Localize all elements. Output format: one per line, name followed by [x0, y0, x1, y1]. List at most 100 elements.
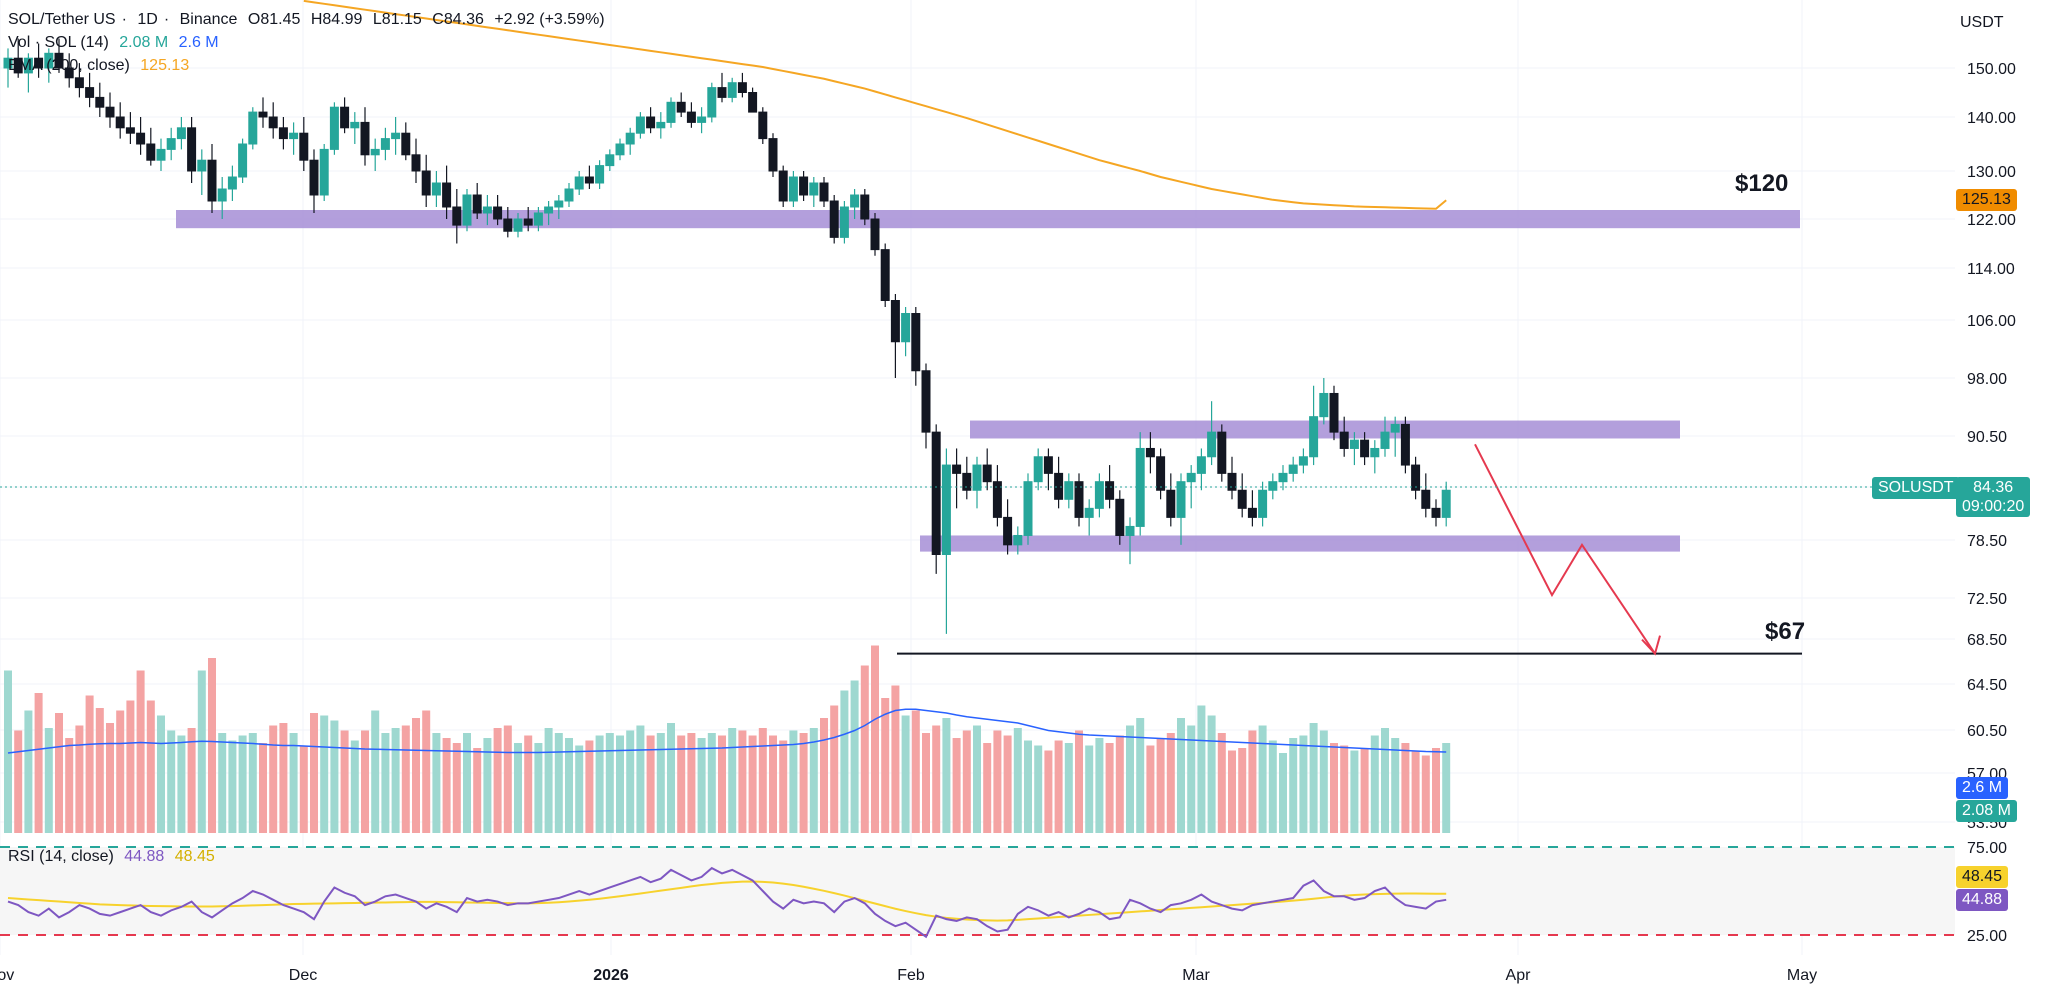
- candle-body: [595, 165, 605, 184]
- volume-bar: [44, 728, 53, 833]
- candle: [105, 92, 115, 128]
- time-tick-label: Dec: [289, 967, 317, 984]
- candle-body: [1145, 447, 1155, 458]
- candle: [1176, 473, 1186, 545]
- candle: [1033, 448, 1043, 491]
- volume-bar: [1360, 748, 1369, 833]
- volume-bar: [493, 728, 502, 833]
- candle: [493, 195, 503, 226]
- candle: [411, 138, 421, 183]
- volume-bar: [1085, 745, 1094, 833]
- candle: [74, 63, 84, 98]
- candle-body: [289, 132, 299, 140]
- candle-body: [1074, 481, 1084, 518]
- candle-body: [921, 370, 931, 433]
- candle-body: [727, 82, 737, 98]
- volume-bar: [524, 735, 533, 833]
- volume-bar: [116, 710, 125, 833]
- volume-bar: [350, 740, 359, 833]
- zone-upper-resistance: [176, 210, 1800, 229]
- candle: [503, 207, 513, 238]
- volume-bar: [1228, 750, 1236, 833]
- time-axis[interactable]: Nov Dec 2026 Feb Mar Apr May: [0, 967, 1817, 984]
- volume-bar: [1156, 738, 1165, 833]
- candle: [1084, 499, 1094, 536]
- candle-body: [941, 464, 951, 555]
- rsi-ma-tag: 48.45: [1956, 866, 2009, 888]
- volume-bar: [208, 658, 216, 833]
- volume-bar: [1330, 743, 1338, 833]
- volume-bar: [565, 738, 573, 833]
- candle-body: [788, 176, 798, 202]
- ema-label[interactable]: EMA (200, close): [8, 57, 130, 74]
- candle-body: [697, 116, 707, 123]
- candle: [595, 160, 605, 189]
- volume-bar: [361, 730, 369, 833]
- candle-body: [391, 132, 401, 140]
- volume-bar: [1289, 738, 1298, 833]
- candle: [217, 177, 227, 219]
- rsi-label[interactable]: RSI (14, close): [8, 848, 114, 865]
- volume-bar: [85, 695, 94, 833]
- volume-bar: [187, 728, 196, 833]
- candle-body: [686, 111, 696, 123]
- candle-body: [227, 176, 237, 190]
- candle: [278, 117, 288, 150]
- currency-label[interactable]: USDT: [1960, 14, 2004, 31]
- candle: [839, 201, 849, 244]
- candle: [64, 53, 74, 88]
- candle-body: [1094, 481, 1104, 509]
- interval-label[interactable]: 1D: [137, 11, 158, 28]
- candle-body: [34, 57, 44, 69]
- candle-body: [1043, 456, 1053, 474]
- volume-bar: [636, 725, 645, 833]
- volume-label[interactable]: Vol · SOL (14): [8, 34, 109, 51]
- candle: [146, 127, 156, 166]
- candle-body: [1237, 489, 1247, 509]
- candle-body: [442, 182, 452, 208]
- candle: [1125, 517, 1135, 565]
- rsi-value: 44.88: [124, 848, 165, 865]
- volume-bar: [1258, 725, 1267, 833]
- candle-body: [166, 138, 176, 150]
- candle: [737, 72, 747, 98]
- candle-body: [146, 143, 156, 161]
- candle-body: [95, 96, 105, 108]
- candle: [992, 465, 1002, 527]
- volume-bar: [248, 733, 257, 833]
- volume-bar: [891, 685, 900, 833]
- volume-bar: [1146, 745, 1155, 833]
- volume-bar: [697, 738, 706, 833]
- candle-body: [1166, 489, 1176, 518]
- candle-body: [217, 188, 227, 202]
- forecast-arrowhead: [1641, 635, 1661, 656]
- candle-body: [992, 481, 1002, 518]
- volume-value: 2.08 M: [119, 34, 169, 51]
- candle-body: [901, 313, 911, 343]
- candle: [1390, 416, 1400, 457]
- candle: [982, 448, 992, 491]
- candle-body: [1023, 481, 1033, 536]
- symbol-name[interactable]: SOL/Tether US: [8, 11, 116, 28]
- candle-body: [23, 57, 33, 74]
- candle: [207, 144, 217, 213]
- candle: [829, 195, 839, 244]
- volume-bar: [901, 715, 910, 833]
- candle: [1411, 456, 1421, 500]
- volume-bar: [911, 710, 920, 833]
- candle: [564, 183, 574, 207]
- candle: [1074, 473, 1084, 527]
- volume-bar: [1238, 748, 1247, 833]
- candle: [1135, 432, 1145, 536]
- candle-body: [860, 194, 870, 220]
- candle: [880, 243, 890, 307]
- candle-body: [768, 138, 778, 172]
- price-axis[interactable]: 150.00 140.00 130.00 122.00 114.00 106.00 98.0…: [1967, 61, 2016, 945]
- volume-bar: [1115, 735, 1124, 833]
- volume-bar: [656, 733, 665, 833]
- volume-bar: [1381, 728, 1389, 833]
- candle: [931, 424, 941, 574]
- time-tick-label: Nov: [0, 967, 14, 984]
- candle-body: [1380, 431, 1390, 449]
